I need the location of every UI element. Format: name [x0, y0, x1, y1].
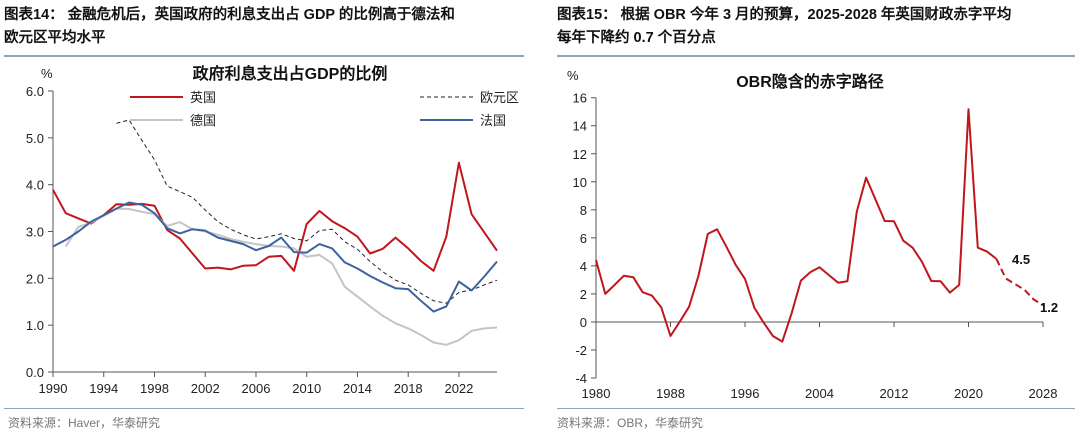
left-series-line-3 — [52, 201, 498, 313]
right-top-divider — [557, 55, 1075, 57]
right-source-note: 资料来源：OBR，华泰研究 — [557, 416, 704, 430]
left-y-tick-label: 2.0 — [26, 271, 44, 286]
left-y-tick-label: 1.0 — [26, 318, 44, 333]
right-annotation-1-2: 1.2 — [1040, 300, 1058, 315]
left-x-tick-label: 2002 — [191, 381, 220, 396]
left-source-note: 资料来源：Haver，华泰研究 — [8, 416, 161, 430]
left-x-tick-label: 1990 — [39, 381, 68, 396]
left-x-tick-label: 2006 — [242, 381, 271, 396]
left-chart-title: 政府利息支出占GDP的比例 — [193, 64, 388, 83]
left-legend-label-1: 欧元区 — [480, 90, 519, 105]
left-x-tick-label: 2018 — [394, 381, 423, 396]
right-y-tick-label: 8 — [580, 203, 587, 218]
left-x-tick-label: 1998 — [140, 381, 169, 396]
right-figure-caption: 图表15： 根据 OBR 今年 3 月的预算，2025-2028 年英国财政赤字… — [557, 4, 1011, 50]
right-x-tick-label: 1988 — [656, 386, 685, 401]
left-caption-line2: 欧元区平均水平 — [4, 30, 106, 46]
left-y-tick-label: 6.0 — [26, 84, 44, 99]
right-y-tick-label: -4 — [575, 371, 587, 386]
right-caption-line2: 每年下降约 0.7 个百分点 — [557, 30, 716, 46]
left-y-unit-label: % — [41, 66, 53, 81]
left-y-tick-label: 4.0 — [26, 178, 44, 193]
left-legend-label-0: 英国 — [190, 90, 216, 105]
left-x-tick-label: 1994 — [89, 381, 118, 396]
right-x-tick-label: 2004 — [805, 386, 834, 401]
right-bottom-divider — [557, 408, 1075, 409]
left-y-tick-label: 3.0 — [26, 225, 44, 240]
right-y-tick-label: 12 — [573, 147, 587, 162]
right-x-tick-label: 1980 — [582, 386, 611, 401]
right-chart-title: OBR隐含的赤字路径 — [736, 72, 884, 91]
left-series-line-0 — [52, 161, 498, 272]
left-x-tick-label: 2022 — [444, 381, 473, 396]
right-x-tick-label: 2028 — [1029, 386, 1058, 401]
left-series-line-2 — [64, 207, 498, 346]
right-annotation-4-5: 4.5 — [1012, 252, 1030, 267]
left-y-tick-label: 0.0 — [26, 365, 44, 380]
right-y-unit-label: % — [567, 68, 579, 83]
left-caption-line1: 图表14： 金融危机后，英国政府的利息支出占 GDP 的比例高于德法和 — [4, 7, 455, 23]
left-legend-label-3: 法国 — [480, 113, 506, 128]
left-legend-label-2: 德国 — [190, 113, 216, 128]
left-x-tick-label: 2014 — [343, 381, 372, 396]
right-y-tick-label: 14 — [573, 119, 587, 134]
right-y-tick-label: 16 — [573, 91, 587, 106]
right-y-tick-label: 4 — [580, 259, 587, 274]
left-series-line-1 — [116, 119, 498, 304]
right-y-tick-label: 6 — [580, 231, 587, 246]
left-x-tick-label: 2010 — [292, 381, 321, 396]
right-series-line-1 — [995, 258, 1044, 306]
right-series-line-0 — [595, 108, 998, 343]
left-top-divider — [4, 55, 524, 57]
right-y-tick-label: -2 — [575, 343, 587, 358]
right-caption-line1: 图表15： 根据 OBR 今年 3 月的预算，2025-2028 年英国财政赤字… — [557, 7, 1012, 23]
left-y-tick-label: 5.0 — [26, 131, 44, 146]
right-x-tick-label: 2020 — [954, 386, 983, 401]
right-y-tick-label: 2 — [580, 287, 587, 302]
right-y-tick-label: 10 — [573, 175, 587, 190]
left-figure-caption: 图表14： 金融危机后，英国政府的利息支出占 GDP 的比例高于德法和 欧元区平… — [4, 4, 455, 50]
right-x-tick-label: 1996 — [731, 386, 760, 401]
right-y-tick-label: 0 — [580, 315, 587, 330]
right-x-tick-label: 2012 — [880, 386, 909, 401]
left-bottom-divider — [4, 408, 524, 409]
